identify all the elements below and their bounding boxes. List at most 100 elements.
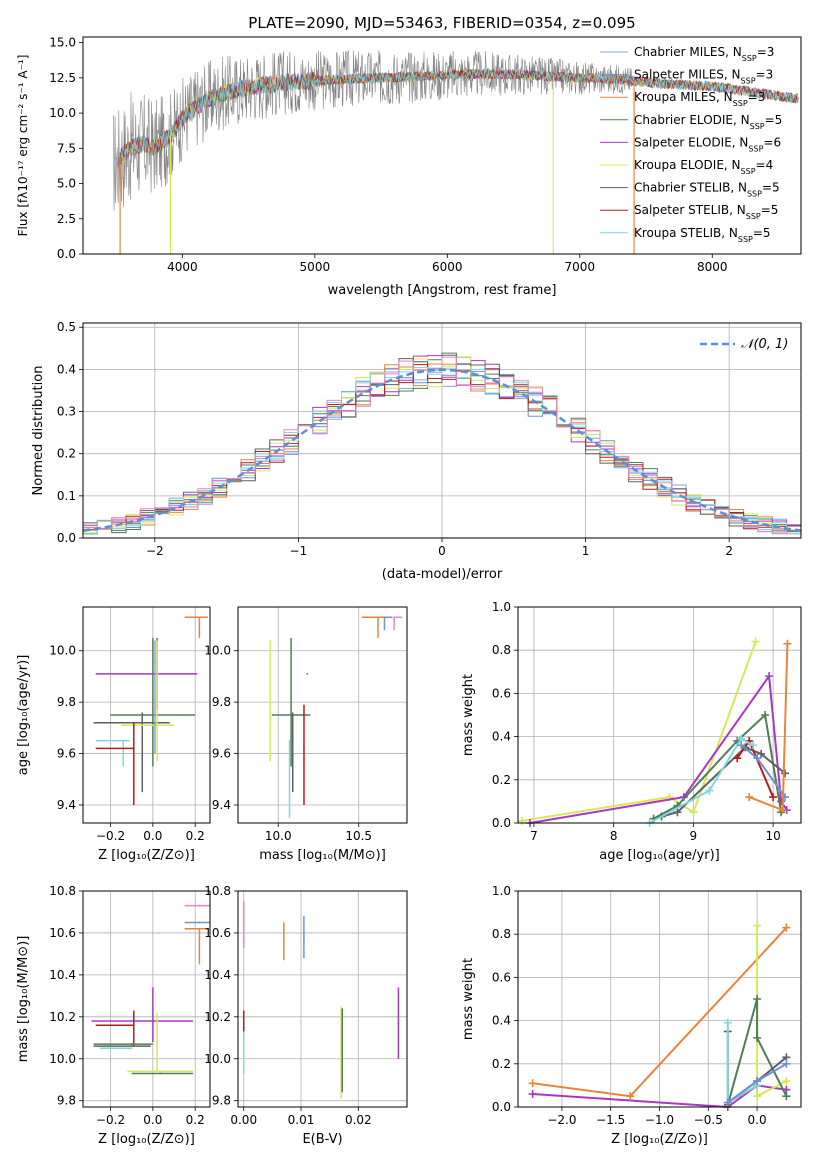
legend-entry: 𝒩(0, 1) (741, 337, 788, 352)
legend-suffix: =3 (748, 90, 766, 104)
residual-histogram (83, 356, 801, 535)
legend-label: Salpeter MILES, N (634, 68, 741, 82)
legend-label: Kroupa MILES, N (634, 90, 733, 104)
plus-marker (745, 793, 754, 802)
x-tick-label: −0.2 (96, 829, 125, 843)
plus-marker (778, 806, 787, 815)
legend-subscript: SSP (750, 121, 765, 130)
y-tick-label: 0.2 (492, 1057, 511, 1071)
mass-vs-Z-panel-plot-area (91, 904, 210, 1075)
x-tick-label: 0 (438, 544, 446, 558)
y-tick-label: 10.6 (204, 926, 231, 940)
y-tick-label: 0.0 (57, 247, 76, 261)
plus-marker (517, 816, 526, 825)
data-point (122, 739, 125, 742)
x-tick-label: 0.0 (748, 1113, 767, 1127)
legend-entry: Chabrier MILES, NSSP=3 (634, 45, 774, 63)
legend-suffix: =6 (763, 135, 781, 149)
plus-marker (782, 1059, 791, 1068)
spectrum-panel: 4000 5000 6000 7000 8000 0.0 2.5 5.0 7.5 10.0 12.5… (16, 14, 802, 298)
axes-frame (82, 322, 802, 539)
x-axis-label: age [log₁₀(age/yr)] (599, 848, 720, 863)
data-point (132, 1024, 135, 1027)
x-tick-label: 7 (530, 829, 538, 843)
y-tick-label: 0.8 (492, 927, 511, 941)
data-point (377, 616, 379, 619)
residuals-plot-area (83, 352, 801, 535)
y-tick-label: 0.4 (492, 730, 511, 744)
plus-marker (753, 1033, 762, 1042)
x-tick-label: 8000 (697, 260, 728, 274)
data-point (141, 721, 144, 724)
y-tick-label: 10.0 (204, 1052, 231, 1066)
legend-subscript: SSP (741, 76, 756, 85)
legend-suffix: =3 (756, 68, 774, 82)
x-tick-label: 0.01 (288, 1113, 315, 1127)
y-tick-label: 0.4 (492, 1014, 511, 1028)
axes-frame (82, 606, 211, 824)
legend-label: Kroupa STELIB, N (634, 226, 738, 240)
data-point (383, 616, 386, 619)
y-tick-label: 1.0 (492, 884, 511, 898)
y-tick-label: 7.5 (57, 141, 76, 155)
legend-suffix: =5 (762, 181, 780, 195)
data-point (130, 1043, 133, 1045)
data-point (160, 1070, 163, 1073)
data-point (303, 747, 305, 750)
legend-label: Kroupa ELODIE, N (634, 158, 741, 172)
x-axis-label: Z [log₁₀(Z/Z⊙)] (98, 1132, 195, 1147)
y-tick-label: 9.8 (57, 1094, 76, 1108)
legend-suffix: =5 (761, 203, 779, 217)
y-tick-label: 12.5 (49, 71, 76, 85)
data-point (198, 904, 201, 907)
x-axis-label: (data-model)/error (382, 567, 503, 582)
plus-marker (689, 808, 698, 817)
x-tick-label: 6000 (432, 260, 463, 274)
x-tick-label: −0.5 (694, 1113, 723, 1127)
plus-marker (751, 637, 760, 646)
legend-entry: Kroupa STELIB, NSSP=5 (634, 226, 771, 244)
y-tick-label: 10.0 (49, 1052, 76, 1066)
axes-frame (237, 890, 408, 1108)
data-point (302, 936, 305, 939)
legend-label: Salpeter ELODIE, N (634, 135, 748, 149)
plus-marker (765, 672, 774, 681)
x-tick-label: 8 (610, 829, 618, 843)
age-vs-mass-panel: 10.0 10.5 9.4 9.6 9.8 10.0 mass [log₁₀(M/M⊙)] (204, 606, 408, 863)
age-vs-Z-panel: −0.2 0.0 0.2 9.4 9.6 9.8 10.0 Z [log₁₀(Z/Z⊙)] ag… (16, 606, 211, 863)
legend-label: Chabrier MILES, N (634, 45, 742, 59)
legend-subscript: SSP (738, 234, 753, 243)
plus-marker (733, 754, 742, 763)
x-tick-label: 1 (582, 544, 590, 558)
x-tick-label: 5000 (300, 260, 331, 274)
x-tick-label: 2 (725, 544, 733, 558)
y-tick-label: 0.0 (57, 531, 76, 545)
y-tick-label: 9.4 (57, 798, 76, 812)
data-point (198, 921, 201, 924)
plus-marker (753, 1092, 762, 1101)
y-tick-label: 0.2 (57, 447, 76, 461)
x-axis-label: E(B-V) (302, 1132, 342, 1147)
plus-marker (749, 741, 758, 750)
plus-marker (737, 741, 746, 750)
y-tick-label: 10.8 (49, 884, 76, 898)
y-tick-label: 10.0 (204, 644, 231, 658)
y-tick-label: 10.6 (49, 926, 76, 940)
y-tick-label: 5.0 (57, 177, 76, 191)
legend-subscript: SSP (733, 99, 748, 108)
x-axis-label: Z [log₁₀(Z/Z⊙)] (611, 1132, 708, 1147)
y-tick-label: 0.6 (492, 970, 511, 984)
data-point (290, 714, 293, 716)
mass-weight-vs-age-panel-plot-area (517, 637, 792, 827)
y-axis-label: age [log₁₀(age/yr)] (16, 655, 31, 776)
data-point (156, 724, 158, 727)
legend-subscript: SSP (742, 54, 757, 63)
y-tick-label: 0.6 (492, 686, 511, 700)
normal-curve (83, 368, 801, 532)
x-axis-label: mass [log₁₀(M/M⊙)] (259, 848, 386, 863)
y-axis-label: Flux [fλ10⁻¹⁷ erg cm⁻² s⁻¹ A⁻¹] (16, 55, 30, 237)
plus-marker (723, 1098, 732, 1107)
mass-weight-vs-Z-panel: −2.0 −1.5 −1.0 −0.5 0.0 0.0 0.2 0.4 0.6 0.8 1.0 Z [… (461, 884, 802, 1147)
